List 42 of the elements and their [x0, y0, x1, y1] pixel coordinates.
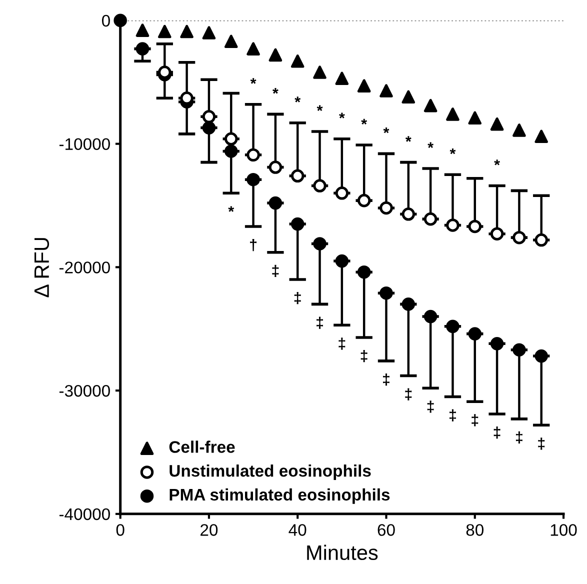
- annotation: ‡: [516, 431, 522, 444]
- annotation: ‡: [472, 414, 478, 426]
- annotation: *: [361, 118, 368, 125]
- legend-label: PMA stimulated eosinophils: [170, 488, 390, 504]
- annotation: †: [250, 238, 257, 252]
- y-axis-title: Δ RFU: [34, 238, 50, 298]
- annotation: ‡: [294, 292, 301, 304]
- annotation: *: [294, 96, 301, 102]
- annotation: *: [339, 112, 345, 118]
- annotation: ‡: [449, 409, 456, 422]
- annotation: ‡: [316, 316, 323, 329]
- x-tick-label: 20: [200, 524, 218, 536]
- x-tick-label: 60: [378, 524, 395, 536]
- y-tick-label: 0: [102, 14, 110, 27]
- annotation: ‡: [405, 388, 412, 400]
- x-tick-label: 80: [466, 524, 484, 536]
- y-tick-label: -10000: [59, 138, 110, 150]
- x-tick-label: 0: [116, 524, 124, 536]
- annotation: *: [405, 136, 412, 142]
- annotation: *: [383, 128, 390, 134]
- x-axis-title: Minutes: [307, 544, 378, 560]
- annotation: *: [272, 88, 278, 94]
- annotation: *: [228, 206, 234, 212]
- annotation: ‡: [338, 338, 346, 350]
- y-tick-label: -40000: [59, 508, 110, 520]
- annotation: *: [428, 142, 434, 148]
- legend-label: Cell-free: [169, 440, 235, 453]
- x-tick-label: 40: [288, 524, 306, 536]
- annotation: *: [316, 105, 323, 111]
- x-tick-label: 100: [550, 524, 577, 536]
- y-tick-label: -30000: [59, 384, 110, 397]
- annotation: ‡: [272, 264, 279, 277]
- annotation: ‡: [383, 373, 390, 386]
- annotation: ‡: [538, 438, 545, 450]
- annotation: *: [250, 78, 256, 84]
- annotation: ‡: [494, 426, 500, 439]
- annotation: *: [494, 160, 500, 166]
- legend-label: Unstimulated eosinophils: [170, 464, 371, 480]
- y-tick-label: -20000: [59, 262, 110, 274]
- annotation: *: [450, 148, 456, 154]
- annotation: ‡: [360, 350, 368, 362]
- annotation: ‡: [427, 400, 434, 413]
